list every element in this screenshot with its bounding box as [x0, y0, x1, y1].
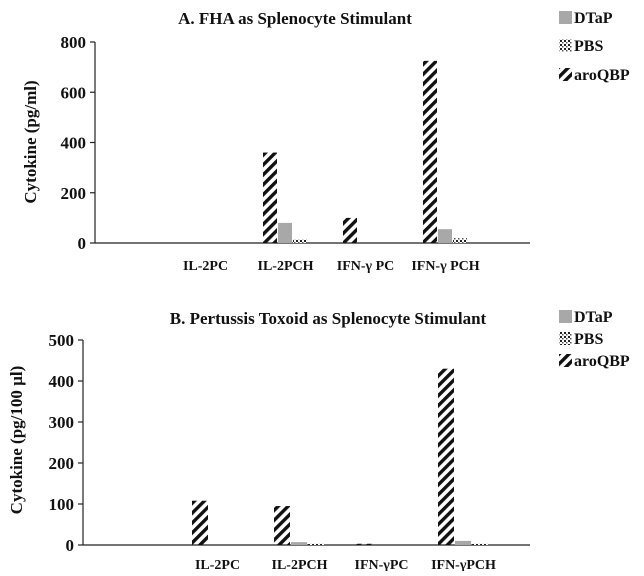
- panel-a-legend-aroqbp-label: aroQBP: [574, 67, 630, 84]
- panel-a-plot-area: 0 200 400 600 800 IL-2PC IL-2PCH IFN-γ PC IFN-γ …: [61, 33, 530, 274]
- panel-b-bar-dtap: [455, 540, 471, 545]
- panel-a-legend-dtap-swatch: [559, 11, 572, 24]
- panel-b-xtick-label: IFN-γPCH: [431, 558, 496, 571]
- panel-a-xtick-label: IFN-γ PCH: [411, 259, 479, 274]
- panel-b-ytick-label: 500: [49, 331, 75, 350]
- panel-a-ytick-label: 400: [61, 134, 87, 153]
- panel-b-bar-aroqbp: [438, 368, 454, 545]
- panel-b-legend-dtap-label: DTaP: [574, 309, 613, 326]
- panel-b-ytick-label: 400: [49, 372, 75, 391]
- panel-a-xtick-label: IL-2PC: [183, 259, 228, 274]
- panel-a-legend-dtap-label: DTaP: [574, 10, 613, 27]
- panel-b-title: B. Pertussis Toxoid as Splenocyte Stimul…: [170, 309, 487, 328]
- panel-a-legend-pbs-label: PBS: [574, 38, 603, 55]
- panel-b-ytick-label: 0: [66, 536, 75, 555]
- panel-a-title: A. FHA as Splenocyte Stimulant: [178, 9, 412, 28]
- panel-a-legend-pbs-swatch: [559, 39, 572, 52]
- panel-a-bar-pbs: [293, 239, 307, 243]
- panel-b-xtick-label: IL-2PC: [195, 558, 240, 571]
- panel-b-ytick-label: 100: [49, 495, 75, 514]
- panel-b-legend-dtap-swatch: [559, 310, 572, 323]
- panel-a-legend-aroqbp-swatch: [559, 68, 572, 81]
- panel-b-legend-pbs-label: PBS: [574, 331, 603, 348]
- panel-b-plot-area: 0 100 200 300 400 500 IL-2PC IL-2PCH IFN-γPC IFN-…: [49, 331, 530, 573]
- panel-a-ytick-label: 0: [78, 234, 87, 253]
- panel-b-legend-aroqbp-label: aroQBP: [574, 353, 630, 370]
- panel-b-ytick-label: 300: [49, 413, 75, 432]
- panel-a-bar-pbs: [453, 237, 467, 243]
- panel-a-ylabel: Cytokine (pg/ml): [21, 80, 40, 203]
- panel-b-bar-aroqbp: [274, 506, 290, 545]
- panel-a: A. FHA as Splenocyte Stimulant Cytokine …: [21, 9, 630, 274]
- panel-b-legend-aroqbp-swatch: [559, 354, 572, 367]
- panel-a-bar-dtap: [278, 222, 292, 243]
- panel-a-ytick-label: 800: [61, 33, 87, 52]
- panel-b-bar-aroqbp: [356, 543, 372, 545]
- panel-b-xtick-label: IFN-γPC: [355, 558, 409, 571]
- panel-b-bar-aroqbp: [192, 500, 208, 545]
- panel-a-bar-aroqbp: [343, 217, 357, 243]
- panel-a-bar-dtap: [438, 229, 452, 243]
- panel-b-legend-pbs-swatch: [559, 332, 572, 345]
- panel-b-ylabel: Cytokine (pg/100 µl): [7, 366, 26, 515]
- panel-b-xtick-label: IL-2PCH: [272, 558, 328, 571]
- panel-b: B. Pertussis Toxoid as Splenocyte Stimul…: [7, 309, 630, 573]
- panel-a-bar-aroqbp: [263, 152, 277, 243]
- panel-b-bar-pbs: [472, 543, 488, 545]
- panel-a-bar-aroqbp: [423, 60, 437, 243]
- panel-b-bar-dtap: [291, 542, 307, 545]
- panel-b-ytick-label: 200: [49, 454, 75, 473]
- panel-b-bar-pbs: [308, 543, 324, 545]
- panel-a-ytick-label: 600: [61, 83, 87, 102]
- panel-a-ytick-label: 200: [61, 184, 87, 203]
- panel-a-xtick-label: IL-2PCH: [258, 259, 314, 274]
- panel-a-xtick-label: IFN-γ PC: [337, 259, 394, 274]
